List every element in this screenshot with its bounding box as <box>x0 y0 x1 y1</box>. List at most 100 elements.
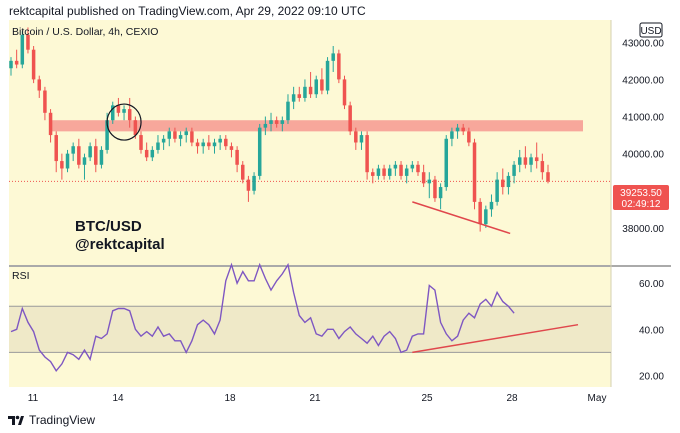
currency-box[interactable] <box>639 22 663 38</box>
candle-body <box>190 131 194 143</box>
highlight-circle <box>106 103 142 141</box>
candle-body <box>48 112 53 136</box>
candle-body <box>122 109 126 113</box>
candle-body <box>523 157 528 165</box>
candle-body <box>201 142 205 147</box>
candle <box>416 161 420 176</box>
candle <box>167 127 172 147</box>
candle <box>173 127 177 143</box>
symbol-title[interactable]: Bitcoin / U.S. Dollar, 4h, CEXIO <box>12 26 159 38</box>
candle <box>20 31 25 69</box>
rsi-band-fill <box>9 306 611 353</box>
candle <box>43 86 47 121</box>
candle <box>467 127 471 147</box>
candle-body <box>37 79 42 91</box>
candle <box>297 86 302 102</box>
watermark-line2: @rektcapital <box>75 236 165 253</box>
candle-body <box>506 175 511 188</box>
candle-body <box>540 161 545 173</box>
candle <box>303 79 307 102</box>
candle-body <box>156 142 160 150</box>
candle <box>540 153 545 180</box>
candle <box>433 175 437 202</box>
candle <box>484 205 488 228</box>
candle <box>371 168 375 184</box>
candle <box>212 138 217 154</box>
footer-logo-text: TradingView <box>29 413 96 427</box>
candle-body <box>337 53 341 80</box>
candle-body <box>43 90 47 113</box>
candle-body <box>207 142 211 147</box>
candle <box>472 138 477 210</box>
candle-body <box>376 168 381 176</box>
candle <box>246 175 251 202</box>
candle <box>404 164 409 184</box>
candle-body <box>399 164 403 176</box>
candle <box>512 161 516 184</box>
candle-body <box>421 172 426 184</box>
rsi-trendline <box>412 323 579 354</box>
candle <box>139 131 143 154</box>
candle <box>54 131 58 173</box>
candle <box>320 68 324 95</box>
price-tag: 39253.50 02:49:12 <box>613 185 669 210</box>
candle-body <box>88 146 92 158</box>
candle-body <box>167 131 172 139</box>
candle <box>218 135 222 150</box>
candle-body <box>461 127 465 132</box>
candle <box>77 138 81 169</box>
candle <box>365 131 369 180</box>
candle <box>26 27 30 54</box>
candle <box>286 94 290 124</box>
candle-body <box>472 142 477 202</box>
candle <box>478 198 482 232</box>
candle-body <box>133 120 138 136</box>
candle-body <box>212 142 217 147</box>
candle <box>116 97 121 117</box>
candle <box>393 161 398 176</box>
candle <box>444 135 449 191</box>
candle-body <box>110 105 115 121</box>
candle-body <box>484 209 488 225</box>
candle <box>252 172 256 195</box>
candle-body <box>495 179 499 202</box>
candle-body <box>331 53 335 61</box>
candle <box>88 142 92 162</box>
candle-body <box>489 201 494 210</box>
candle <box>224 135 228 150</box>
candle <box>94 138 98 173</box>
candle-body <box>257 127 262 176</box>
candle-body <box>534 157 539 162</box>
candle-body <box>467 131 471 143</box>
candle-body <box>9 60 13 69</box>
candle-body <box>342 79 347 106</box>
rsi-line <box>10 262 515 373</box>
candle-body <box>314 79 318 95</box>
candle-body <box>444 138 449 188</box>
price-tag-value: 39253.50 <box>620 188 662 199</box>
candle-body <box>274 120 279 124</box>
candle <box>523 146 528 169</box>
candle <box>387 164 392 180</box>
candle <box>342 75 347 110</box>
candle-body <box>517 157 522 165</box>
candle-body <box>246 179 251 191</box>
candle <box>150 146 155 162</box>
candle <box>161 135 166 150</box>
candle-body <box>263 123 268 128</box>
candle-body <box>178 135 183 139</box>
candle <box>517 149 522 173</box>
rsi-pane-label[interactable]: RSI <box>12 270 30 282</box>
candle-body <box>65 153 70 169</box>
candle-body <box>325 60 330 91</box>
candle-body <box>286 101 290 121</box>
candle <box>201 138 205 154</box>
candle <box>438 183 443 210</box>
candle <box>399 161 403 180</box>
time-tick-label: 11 <box>28 393 39 404</box>
candle-body <box>546 172 550 182</box>
footer-logo[interactable]: TradingView <box>8 413 95 427</box>
candle-body <box>501 179 505 188</box>
candle <box>190 127 194 147</box>
